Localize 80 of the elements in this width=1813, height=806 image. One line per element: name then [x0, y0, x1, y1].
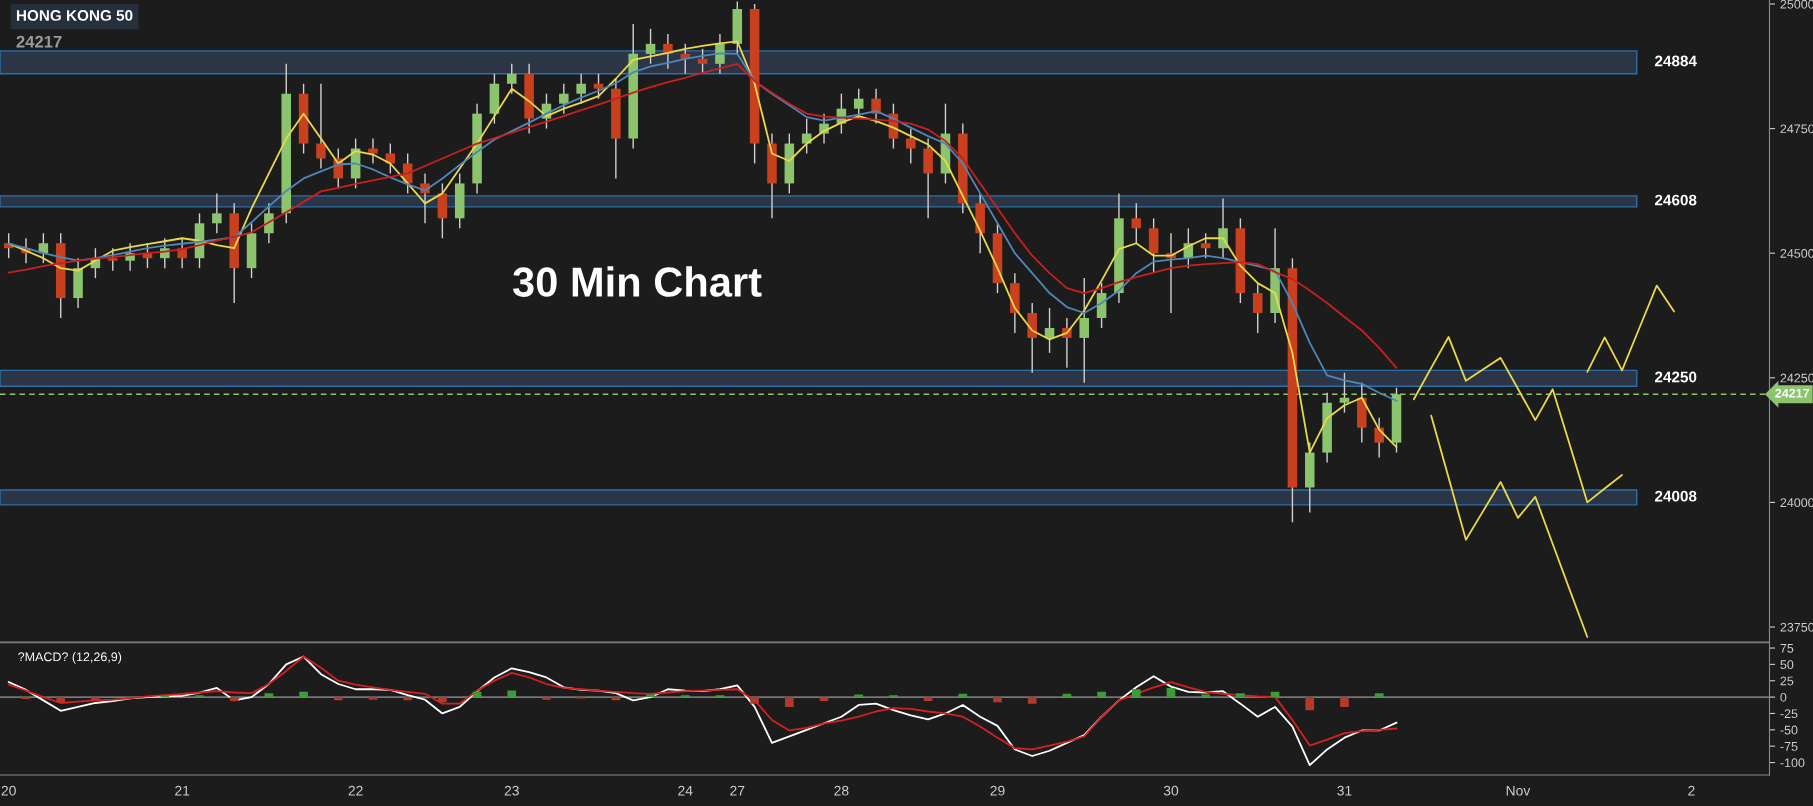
bar — [542, 697, 551, 700]
text: HONG KONG 50 — [16, 10, 133, 21]
band-label: 24608 — [1655, 194, 1697, 206]
bar — [56, 697, 66, 703]
bar — [1236, 693, 1245, 698]
y-tick-label: 75 — [1780, 643, 1794, 653]
line-series — [1586, 284, 1675, 373]
bar — [958, 693, 968, 698]
bar — [299, 691, 308, 698]
x-tick-label: 23 — [504, 785, 519, 796]
y-tick-label: 25 — [1780, 676, 1794, 686]
bar — [1201, 694, 1211, 698]
x-tick-label: 2 — [1688, 785, 1695, 796]
bar — [264, 693, 274, 698]
bar — [333, 697, 343, 701]
bar — [1305, 697, 1315, 711]
text: 24217 — [16, 35, 62, 48]
candlestick — [506, 63, 517, 95]
bar — [1166, 687, 1176, 698]
bar — [750, 697, 759, 704]
candlestick — [1079, 277, 1090, 384]
y-tick-label: 50 — [1780, 660, 1794, 670]
candlestick — [1374, 416, 1384, 459]
band-label: 24250 — [1655, 371, 1697, 383]
candlestick — [697, 48, 708, 75]
x-tick-label: 21 — [175, 785, 190, 796]
x-tick-label: 27 — [730, 785, 745, 796]
candlestick — [1252, 282, 1263, 334]
text: ?MACD? (12,26,9) — [18, 652, 122, 664]
candlestick — [1218, 197, 1228, 259]
candlestick — [212, 192, 222, 234]
x-tick-label: 31 — [1337, 785, 1352, 796]
x-tick-label: Nov — [1506, 785, 1531, 796]
candlestick — [715, 33, 725, 75]
bar — [1374, 693, 1384, 698]
band-label: 24008 — [1655, 490, 1697, 502]
x-tick-label: 28 — [834, 785, 849, 796]
ref-line-label: 24217 — [1775, 388, 1810, 398]
bar — [368, 697, 378, 700]
bar — [854, 694, 864, 698]
line-series — [1412, 336, 1623, 504]
candlestick — [906, 127, 916, 165]
bar — [403, 697, 413, 701]
x-tick-label: 30 — [1163, 785, 1179, 796]
candlestick — [368, 137, 378, 165]
line-series — [1430, 414, 1589, 638]
y-tick-label: 0 — [1780, 692, 1787, 702]
bar — [1097, 691, 1106, 698]
bar — [1027, 697, 1037, 704]
candlestick — [645, 28, 656, 65]
x-tick-label: 22 — [348, 785, 363, 796]
candlestick — [576, 73, 586, 105]
bar — [438, 697, 447, 703]
candlestick — [316, 83, 326, 170]
candlestick — [871, 88, 881, 125]
bar — [507, 690, 517, 698]
y-tick-label: -100 — [1780, 758, 1805, 768]
x-tick-label: 20 — [1, 785, 16, 796]
bar — [646, 694, 655, 698]
candlestick — [853, 88, 864, 120]
bar — [819, 697, 829, 702]
y-tick-label: -75 — [1780, 742, 1798, 751]
y-tick-label: -25 — [1780, 709, 1798, 719]
x-tick-label: 24 — [678, 785, 693, 796]
candlestick — [1200, 232, 1211, 259]
band-label: 24884 — [1655, 55, 1697, 67]
bar — [993, 697, 1002, 703]
candlestick — [1131, 202, 1142, 244]
bar — [923, 697, 933, 702]
bar — [784, 697, 794, 707]
annotation: 30 Min Chart — [512, 266, 762, 297]
bar — [91, 697, 100, 701]
x-tick-label: 29 — [990, 785, 1005, 796]
bar — [1340, 697, 1349, 707]
bar — [1131, 689, 1141, 698]
candlestick — [593, 73, 604, 100]
bar — [229, 697, 239, 702]
candlestick — [264, 202, 274, 244]
y-tick-label: -50 — [1780, 725, 1798, 735]
candlestick — [559, 83, 569, 115]
